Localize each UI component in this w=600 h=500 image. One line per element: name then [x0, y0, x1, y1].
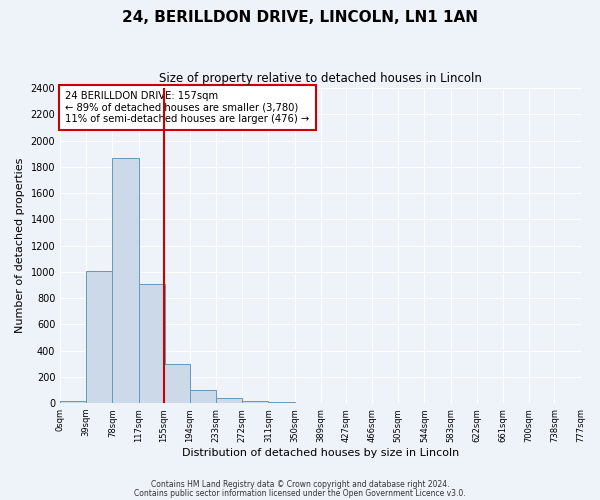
Bar [86, 271, 112, 403]
Text: 24 BERILLDON DRIVE: 157sqm
← 89% of detached houses are smaller (3,780)
11% of s: 24 BERILLDON DRIVE: 157sqm ← 89% of deta… [65, 91, 310, 124]
Y-axis label: Number of detached properties: Number of detached properties [15, 158, 25, 334]
Bar [190, 390, 216, 403]
Bar [268, 402, 295, 403]
Bar [112, 158, 139, 403]
Text: 24, BERILLDON DRIVE, LINCOLN, LN1 1AN: 24, BERILLDON DRIVE, LINCOLN, LN1 1AN [122, 10, 478, 25]
X-axis label: Distribution of detached houses by size in Lincoln: Distribution of detached houses by size … [182, 448, 459, 458]
Title: Size of property relative to detached houses in Lincoln: Size of property relative to detached ho… [159, 72, 482, 86]
Bar [60, 400, 86, 403]
Text: Contains public sector information licensed under the Open Government Licence v3: Contains public sector information licen… [134, 488, 466, 498]
Bar [242, 400, 268, 403]
Bar [216, 398, 242, 403]
Bar [164, 364, 190, 403]
Bar [139, 284, 164, 403]
Text: Contains HM Land Registry data © Crown copyright and database right 2024.: Contains HM Land Registry data © Crown c… [151, 480, 449, 489]
